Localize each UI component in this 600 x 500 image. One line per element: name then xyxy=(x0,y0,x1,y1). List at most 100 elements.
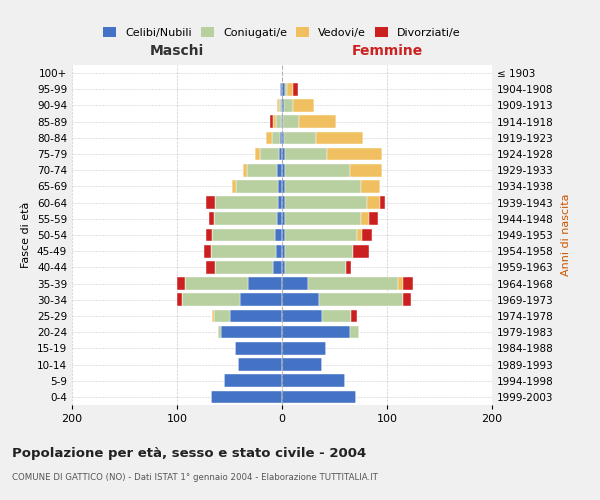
Bar xyxy=(247,164,277,176)
Bar xyxy=(285,83,287,96)
Bar xyxy=(276,116,281,128)
Bar xyxy=(206,261,215,274)
Bar xyxy=(272,116,276,128)
Text: Maschi: Maschi xyxy=(150,44,204,58)
Bar xyxy=(277,99,279,112)
Text: Femmine: Femmine xyxy=(352,44,422,58)
Bar xyxy=(282,164,285,176)
Bar xyxy=(260,148,279,160)
Bar xyxy=(353,245,369,258)
Bar xyxy=(346,261,351,274)
Bar xyxy=(277,212,282,225)
Text: COMUNE DI GATTICO (NO) - Dati ISTAT 1° gennaio 2004 - Elaborazione TUTTITALIA.IT: COMUNE DI GATTICO (NO) - Dati ISTAT 1° g… xyxy=(12,472,378,482)
Bar xyxy=(350,164,382,176)
Bar xyxy=(276,245,282,258)
Bar xyxy=(403,278,413,290)
Bar xyxy=(285,261,346,274)
Bar xyxy=(285,164,350,176)
Bar xyxy=(215,261,272,274)
Bar xyxy=(322,310,351,322)
Bar xyxy=(282,278,308,290)
Bar xyxy=(350,326,359,338)
Bar xyxy=(282,148,285,160)
Bar xyxy=(185,278,248,290)
Bar xyxy=(369,212,377,225)
Bar xyxy=(280,132,282,144)
Bar xyxy=(281,99,282,112)
Bar xyxy=(229,310,282,322)
Bar xyxy=(367,196,380,209)
Bar xyxy=(206,196,215,209)
Bar xyxy=(282,132,284,144)
Bar xyxy=(282,83,285,96)
Text: Popolazione per età, sesso e stato civile - 2004: Popolazione per età, sesso e stato civil… xyxy=(12,448,366,460)
Bar xyxy=(284,99,293,112)
Bar xyxy=(236,180,278,192)
Bar xyxy=(283,116,299,128)
Bar xyxy=(361,180,380,192)
Bar xyxy=(285,196,367,209)
Bar xyxy=(285,245,353,258)
Bar xyxy=(282,228,285,241)
Bar xyxy=(287,83,293,96)
Bar xyxy=(266,132,271,144)
Bar xyxy=(282,326,350,338)
Y-axis label: Fasce di età: Fasce di età xyxy=(22,202,31,268)
Bar xyxy=(278,196,282,209)
Bar xyxy=(211,245,276,258)
Bar xyxy=(282,374,345,387)
Bar xyxy=(282,390,355,403)
Bar xyxy=(254,148,260,160)
Bar xyxy=(212,310,214,322)
Bar xyxy=(282,212,285,225)
Bar xyxy=(308,278,398,290)
Bar xyxy=(177,294,182,306)
Bar xyxy=(279,99,281,112)
Bar xyxy=(285,212,361,225)
Bar xyxy=(319,294,403,306)
Bar xyxy=(209,212,214,225)
Bar xyxy=(211,390,282,403)
Bar xyxy=(403,294,411,306)
Bar xyxy=(215,196,278,209)
Bar xyxy=(356,228,362,241)
Bar xyxy=(282,358,322,371)
Bar xyxy=(243,164,247,176)
Bar xyxy=(281,116,282,128)
Bar xyxy=(206,228,212,241)
Bar xyxy=(282,116,283,128)
Bar xyxy=(238,358,282,371)
Bar xyxy=(327,148,382,160)
Bar xyxy=(351,310,356,322)
Bar xyxy=(214,212,277,225)
Bar xyxy=(272,261,282,274)
Bar xyxy=(177,278,185,290)
Legend: Celibi/Nubili, Coniugati/e, Vedovi/e, Divorziati/e: Celibi/Nubili, Coniugati/e, Vedovi/e, Di… xyxy=(99,23,465,42)
Bar xyxy=(285,180,361,192)
Bar xyxy=(235,342,282,354)
Bar xyxy=(282,261,285,274)
Bar xyxy=(240,294,282,306)
Bar xyxy=(278,180,282,192)
Y-axis label: Anni di nascita: Anni di nascita xyxy=(560,194,571,276)
Bar xyxy=(299,116,335,128)
Bar xyxy=(271,116,272,128)
Bar xyxy=(224,374,282,387)
Bar xyxy=(218,326,221,338)
Bar xyxy=(282,180,285,192)
Bar xyxy=(316,132,363,144)
Bar xyxy=(232,180,236,192)
Bar xyxy=(285,148,327,160)
Bar xyxy=(398,278,403,290)
Bar xyxy=(285,228,356,241)
Bar xyxy=(284,132,316,144)
Bar xyxy=(248,278,282,290)
Bar xyxy=(204,245,211,258)
Bar xyxy=(280,83,282,96)
Bar xyxy=(271,132,280,144)
Bar xyxy=(362,228,372,241)
Bar xyxy=(282,99,284,112)
Bar xyxy=(380,196,385,209)
Bar xyxy=(293,83,298,96)
Bar xyxy=(361,212,369,225)
